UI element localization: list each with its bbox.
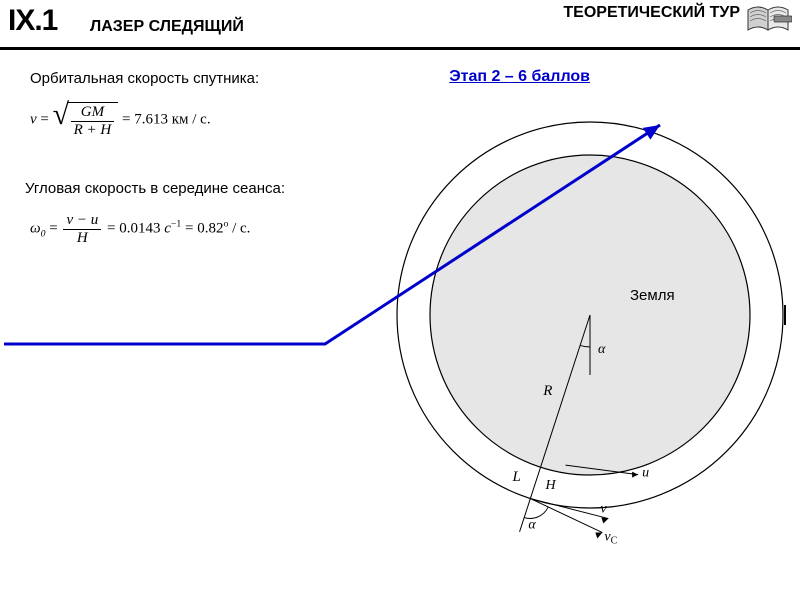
frac-numerator: v − u bbox=[63, 212, 101, 230]
problem-number: IX.1 bbox=[8, 4, 57, 38]
svg-text:L: L bbox=[512, 469, 521, 485]
problem-title: ЛАЗЕР СЛЕДЯЩИЙ bbox=[90, 18, 244, 36]
unit-per-s: / с. bbox=[232, 220, 250, 236]
formula-var-omega: ω bbox=[30, 220, 41, 236]
orbit-diagram: Земля α R L Hu v vС α bbox=[380, 90, 800, 590]
svg-text:α: α bbox=[528, 518, 536, 533]
formula-orbital-speed: v = GM R + H = 7.613 км / с. bbox=[30, 102, 211, 138]
svg-text:v: v bbox=[600, 502, 607, 517]
frac-denominator: H bbox=[63, 230, 101, 247]
value-omega1: 0.0143 bbox=[119, 220, 160, 236]
stage-label: Этап 2 – 6 баллов bbox=[449, 68, 590, 86]
angular-speed-label: Угловая скорость в середине сеанса: bbox=[25, 180, 285, 197]
value-omega2: 0.82 bbox=[197, 220, 223, 236]
formula-var-v: v bbox=[30, 111, 37, 127]
tour-label: ТЕОРЕТИЧЕСКИЙ ТУР bbox=[563, 4, 740, 22]
svg-text:u: u bbox=[642, 466, 649, 481]
degree-sym: o bbox=[223, 218, 228, 229]
svg-text:α: α bbox=[598, 342, 606, 357]
formula-sub-0: 0 bbox=[41, 228, 46, 239]
unit-s: с bbox=[164, 220, 171, 236]
sqrt-numerator: GM bbox=[71, 104, 115, 122]
formula-angular-speed: ω0 = v − u H = 0.0143 с−1 = 0.82o / с. bbox=[30, 212, 250, 246]
svg-text:H: H bbox=[544, 478, 556, 493]
value-v: 7.613 bbox=[134, 111, 168, 127]
svg-text:R: R bbox=[542, 383, 552, 399]
header-bar: IX.1 ЛАЗЕР СЛЕДЯЩИЙ ТЕОРЕТИЧЕСКИЙ ТУР bbox=[0, 0, 800, 50]
unit-v: км / с. bbox=[172, 111, 211, 127]
book-icon bbox=[746, 2, 792, 38]
orbital-speed-label: Орбитальная скорость спутника: bbox=[30, 70, 259, 87]
sqrt-denominator: R + H bbox=[71, 122, 115, 139]
svg-text:vС: vС bbox=[604, 530, 617, 547]
content-area: Этап 2 – 6 баллов Орбитальная скорость с… bbox=[0, 50, 800, 600]
exp-minus1: −1 bbox=[171, 218, 181, 229]
svg-text:Земля: Земля bbox=[630, 287, 675, 304]
